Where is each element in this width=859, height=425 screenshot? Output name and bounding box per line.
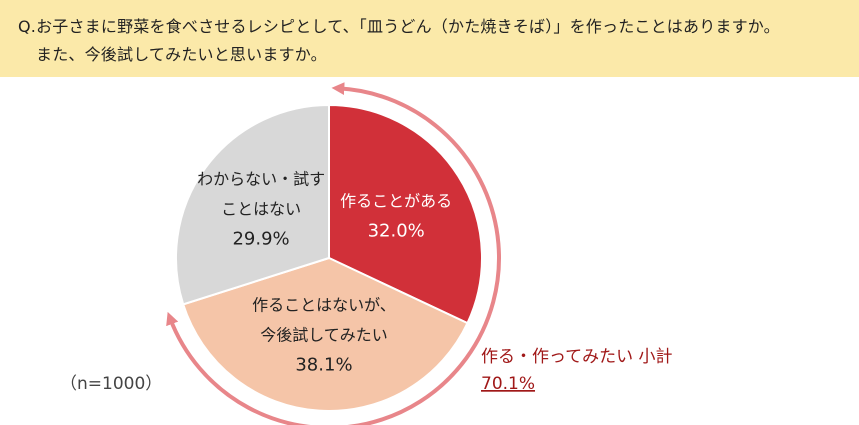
- slice-unknown-value-label: 29.9%: [232, 228, 289, 249]
- slice-unknown-label: ことはない: [221, 199, 301, 218]
- slice-labels: 作ることがある 32.0% 作ることはないが、今後試してみたい 38.1% わからない・…: [197, 169, 452, 375]
- question-line-1: Q.お子さまに野菜を食べさせるレシピとして、「皿うどん（かた焼きそば）」を作った…: [18, 17, 780, 36]
- subtotal-arrow: [166, 82, 501, 425]
- subtotal-label: 作る・作ってみたい 小計: [481, 347, 673, 367]
- slice-made-label: 作ることがある: [340, 191, 452, 210]
- question-line-2: また、今後試してみたいと思いますか。: [36, 45, 327, 64]
- slice-want-to-try-label: 作ることはないが、: [252, 295, 396, 314]
- slice-made-value-label: 32.0%: [368, 220, 425, 241]
- sample-size: （n=1000）: [60, 374, 162, 394]
- question-banner: Q.お子さまに野菜を食べさせるレシピとして、「皿うどん（かた焼きそば）」を作った…: [0, 0, 859, 77]
- subtotal-value: 70.1%: [481, 374, 535, 394]
- slice-want-to-try-label: 今後試してみたい: [260, 325, 388, 344]
- slice-made: [328, 103, 483, 325]
- slice-unknown-label: わからない・試す: [197, 169, 325, 188]
- slice-want-to-try-value-label: 38.1%: [295, 354, 352, 375]
